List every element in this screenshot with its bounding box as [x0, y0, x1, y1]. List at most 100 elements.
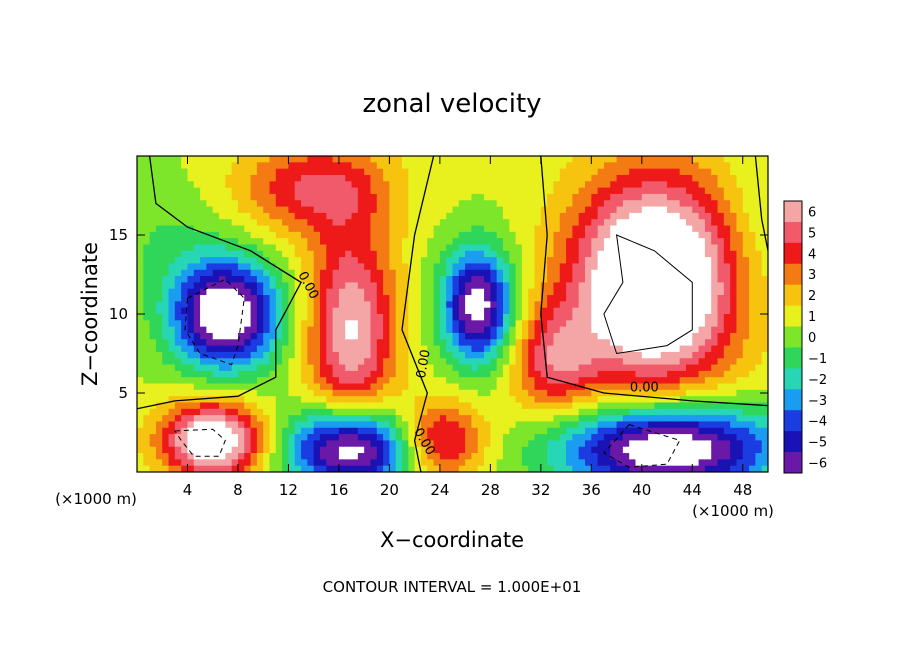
field-cell — [313, 402, 321, 410]
field-cell — [174, 212, 182, 220]
field-cell — [603, 326, 611, 334]
field-cell — [389, 162, 397, 170]
field-cell — [730, 453, 738, 460]
field-cell — [383, 193, 390, 201]
field-cell — [420, 377, 428, 385]
field-cell — [578, 389, 586, 397]
field-cell — [736, 339, 744, 347]
field-cell — [635, 389, 643, 397]
field-cell — [326, 225, 334, 233]
field-cell — [610, 307, 618, 315]
field-cell — [408, 314, 416, 321]
field-cell — [755, 459, 763, 467]
field-cell — [540, 383, 548, 391]
field-cell — [364, 434, 372, 441]
field-cell — [622, 364, 630, 372]
field-cell — [540, 288, 548, 296]
field-cell — [749, 187, 756, 195]
field-cell — [515, 345, 523, 353]
field-cell — [168, 174, 176, 182]
field-cell — [566, 389, 573, 397]
field-cell — [698, 162, 706, 170]
field-cell — [692, 206, 700, 214]
field-cell — [206, 377, 214, 385]
field-cell — [572, 459, 580, 467]
field-cell — [559, 288, 567, 296]
field-cell — [572, 377, 580, 385]
field-cell — [597, 415, 605, 423]
field-cell — [256, 427, 264, 435]
field-cell — [414, 231, 422, 239]
field-cell — [629, 453, 637, 460]
field-cell — [717, 282, 725, 290]
field-cell — [231, 263, 239, 271]
field-cell — [553, 383, 561, 391]
field-cell — [761, 276, 768, 283]
field-cell — [515, 219, 523, 227]
field-cell — [414, 370, 422, 378]
field-cell — [313, 282, 321, 290]
field-cell — [635, 364, 643, 372]
field-cell — [553, 219, 561, 227]
field-cell — [528, 301, 536, 309]
field-cell — [427, 446, 435, 454]
field-cell — [307, 162, 315, 170]
field-cell — [427, 193, 435, 201]
field-cell — [206, 358, 214, 366]
field-cell — [591, 276, 599, 283]
field-cell — [250, 295, 258, 302]
field-cell — [742, 453, 750, 460]
field-cell — [395, 364, 403, 372]
field-cell — [137, 339, 144, 347]
field-cell — [521, 453, 529, 460]
field-cell — [629, 465, 637, 472]
field-cell — [553, 238, 561, 246]
field-cell — [597, 295, 605, 302]
field-cell — [275, 415, 283, 423]
field-cell — [515, 168, 523, 176]
field-cell — [338, 244, 346, 252]
field-cell — [717, 257, 725, 265]
field-cell — [610, 206, 618, 214]
field-cell — [313, 364, 321, 372]
field-cell — [698, 276, 706, 283]
field-cell — [307, 396, 315, 404]
field-cell — [237, 276, 245, 283]
field-cell — [338, 282, 346, 290]
field-cell — [376, 269, 384, 277]
field-cell — [622, 370, 630, 378]
field-cell — [540, 408, 548, 416]
field-cell — [193, 332, 201, 340]
field-cell — [143, 396, 151, 404]
field-cell — [427, 421, 435, 429]
field-cell — [155, 465, 163, 472]
field-cell — [717, 200, 725, 208]
field-cell — [477, 427, 485, 435]
field-cell — [200, 250, 208, 258]
field-cell — [408, 389, 416, 397]
field-cell — [667, 174, 674, 182]
field-cell — [528, 427, 536, 435]
field-cell — [685, 370, 693, 378]
field-cell — [736, 187, 744, 195]
field-cell — [427, 415, 435, 423]
field-cell — [351, 238, 359, 246]
field-cell — [200, 276, 208, 283]
field-cell — [629, 181, 637, 189]
field-cell — [162, 238, 170, 246]
field-cell — [679, 370, 687, 378]
field-cell — [711, 351, 719, 359]
field-cell — [477, 263, 485, 271]
field-cell — [458, 269, 466, 277]
field-cell — [174, 421, 182, 429]
field-cell — [370, 200, 378, 208]
field-cell — [673, 206, 681, 214]
field-cell — [648, 269, 656, 277]
field-cell — [660, 440, 668, 448]
field-cell — [711, 358, 719, 366]
field-cell — [502, 434, 510, 441]
field-cell — [137, 377, 144, 385]
field-cell — [477, 193, 485, 201]
field-cell — [755, 427, 763, 435]
field-cell — [547, 288, 555, 296]
